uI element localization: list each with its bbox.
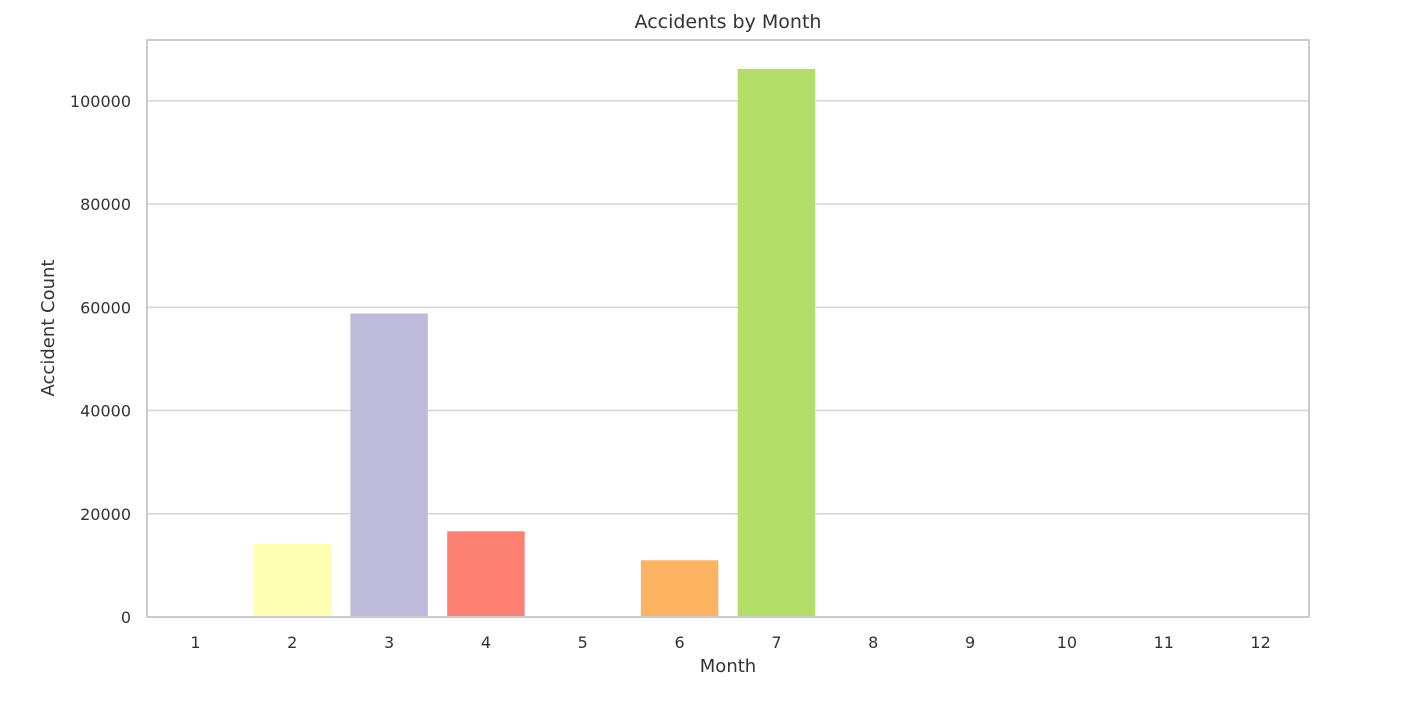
y-tick-label: 100000 bbox=[70, 92, 131, 111]
x-tick-label: 9 bbox=[965, 633, 975, 652]
x-tick-label: 2 bbox=[287, 633, 297, 652]
bar-month-4 bbox=[447, 531, 525, 617]
x-tick-label: 6 bbox=[674, 633, 684, 652]
gridlines bbox=[147, 100, 1309, 618]
bars bbox=[156, 68, 816, 617]
x-tick-label: 5 bbox=[578, 633, 588, 652]
bar-month-3 bbox=[350, 313, 428, 617]
x-tick-label: 1 bbox=[190, 633, 200, 652]
bar-month-6 bbox=[640, 560, 719, 617]
x-tick-label: 7 bbox=[771, 633, 781, 652]
x-tick-label: 12 bbox=[1250, 633, 1270, 652]
x-tick-label: 11 bbox=[1154, 633, 1174, 652]
bar-month-7 bbox=[737, 68, 816, 617]
x-tick-label: 8 bbox=[868, 633, 878, 652]
y-axis-label: Accident Count bbox=[38, 260, 59, 397]
y-tick-label: 60000 bbox=[80, 298, 131, 317]
x-tick-label: 3 bbox=[384, 633, 394, 652]
y-tick-label: 80000 bbox=[80, 195, 131, 214]
bar-month-2 bbox=[253, 543, 331, 617]
y-tick-labels: 0 20000 40000 60000 80000 100000 bbox=[70, 92, 131, 627]
plot-frame bbox=[146, 39, 1310, 618]
y-tick-label: 20000 bbox=[80, 505, 131, 524]
chart-title: Accidents by Month bbox=[635, 11, 822, 33]
y-tick-label: 0 bbox=[121, 608, 131, 627]
x-tick-labels: 1 2 3 4 5 6 7 8 9 10 11 12 bbox=[190, 633, 1270, 652]
x-tick-label: 10 bbox=[1057, 633, 1077, 652]
x-tick-label: 4 bbox=[481, 633, 491, 652]
y-tick-label: 40000 bbox=[80, 402, 131, 421]
x-axis-label: Month bbox=[700, 656, 756, 677]
